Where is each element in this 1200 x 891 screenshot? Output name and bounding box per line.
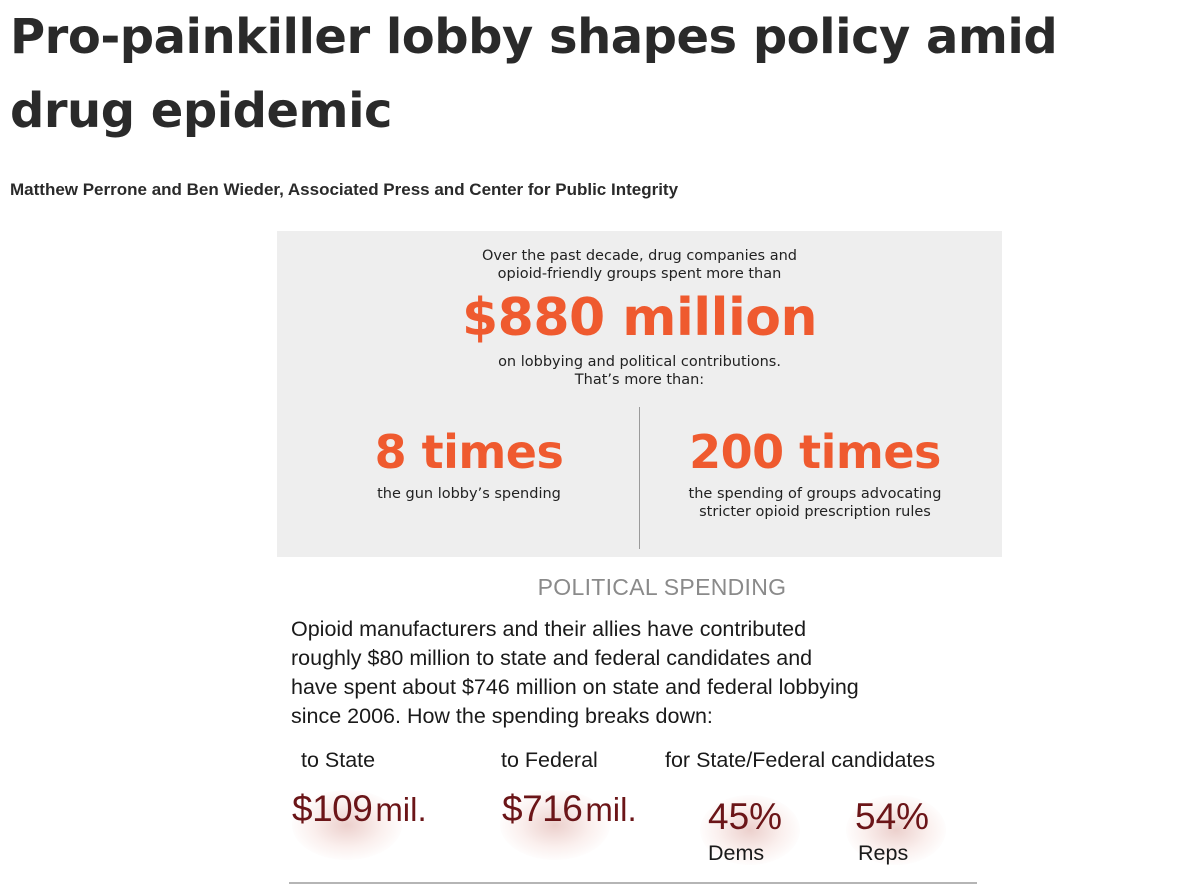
comparison-desc-line: the spending of groups advocating [688, 486, 942, 502]
comparison-gun-lobby: 8 times the gun lobby’s spending [339, 421, 599, 503]
after-line: on lobbying and political contributions. [498, 354, 781, 370]
dems-percentage: 45% [708, 796, 783, 837]
body-line: roughly $80 million to state and federal… [291, 646, 813, 670]
comparison-multiplier: 8 times [374, 425, 564, 479]
body-line: have spent about $746 million on state a… [291, 675, 859, 699]
comparison-description: the spending of groups advocating strict… [657, 485, 973, 521]
article-headline: Pro-painkiller lobby shapes policy amid … [10, 9, 1058, 139]
dems-label: Dems [708, 841, 765, 865]
state-amount-unit: mil. [375, 791, 427, 828]
dems-pct-glow [700, 795, 800, 865]
label-to-state: to State [301, 748, 376, 772]
bottom-divider [289, 882, 977, 884]
federal-amount-unit: mil. [585, 791, 637, 828]
intro-line: Over the past decade, drug companies and [482, 248, 797, 264]
comparison-multiplier: 200 times [689, 425, 941, 479]
federal-amount: $716mil. [502, 788, 637, 830]
article-byline: Matthew Perrone and Ben Wieder, Associat… [10, 180, 679, 199]
label-to-federal: to Federal [501, 748, 598, 772]
comparison-divider [639, 407, 640, 549]
body-line: Opioid manufacturers and their allies ha… [291, 617, 807, 641]
reps-label: Reps [858, 841, 909, 865]
political-spending-heading: POLITICAL SPENDING [537, 574, 787, 600]
comparison-advocacy-groups: 200 times the spending of groups advocat… [657, 421, 973, 521]
reps-pct-glow [846, 795, 946, 865]
state-amount-value: $109 [292, 788, 373, 829]
total-spending-amount: $880 million [461, 288, 818, 348]
federal-amount-glow [500, 790, 610, 860]
comparison-description: the gun lobby’s spending [339, 485, 599, 503]
after-line: That’s more than: [574, 372, 705, 388]
intro-line: opioid-friendly groups spent more than [497, 266, 782, 282]
federal-amount-value: $716 [502, 788, 583, 829]
label-candidates: for State/Federal candidates [665, 748, 936, 772]
state-amount-glow [292, 790, 402, 860]
infographic-summary-panel: Over the past decade, drug companies and… [277, 231, 1002, 557]
state-amount: $109mil. [292, 788, 427, 830]
intro-text: Over the past decade, drug companies and… [277, 247, 1002, 283]
body-line: since 2006. How the spending breaks down… [291, 704, 713, 728]
comparison-desc-line: the gun lobby’s spending [377, 486, 561, 502]
reps-percentage: 54% [855, 796, 930, 837]
comparison-desc-line: stricter opioid prescription rules [699, 504, 931, 520]
after-text: on lobbying and political contributions.… [277, 353, 1002, 389]
political-spending-body: Opioid manufacturers and their allies ha… [291, 615, 991, 731]
